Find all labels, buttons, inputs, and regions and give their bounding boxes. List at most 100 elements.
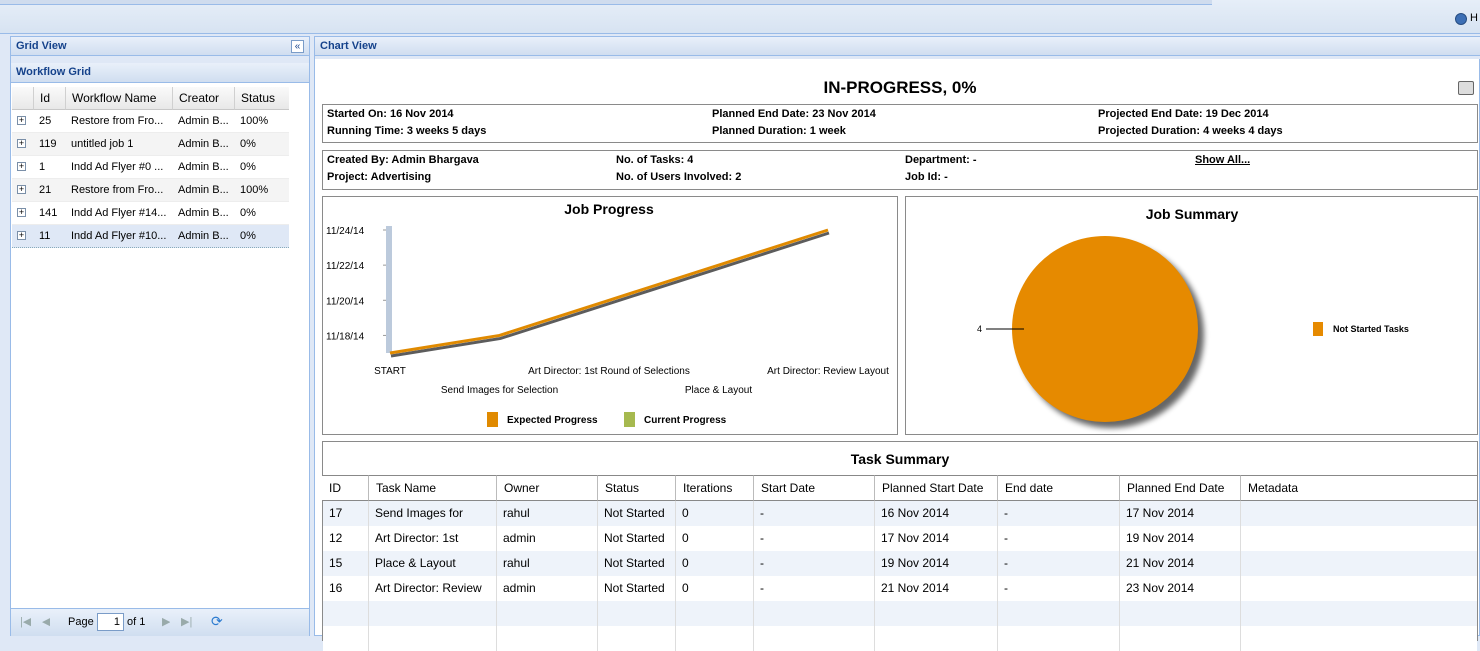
- pager-first[interactable]: |◀: [20, 616, 32, 628]
- top-bar: [0, 0, 1480, 34]
- table-cell: -: [1004, 531, 1008, 545]
- y-tick-label: 11/22/14: [326, 261, 365, 272]
- expand-icon[interactable]: +: [17, 185, 26, 194]
- expand-icon[interactable]: +: [17, 139, 26, 148]
- pager-last[interactable]: ▶|: [181, 616, 193, 628]
- table-divider: [1119, 526, 1120, 551]
- grid-cell: Indd Ad Flyer #0 ...: [71, 161, 164, 173]
- help-label[interactable]: H: [1470, 12, 1478, 24]
- table-header: Start Date: [753, 475, 874, 501]
- table-divider: [368, 501, 369, 526]
- table-cell: 0: [682, 556, 689, 570]
- table-header: Planned Start Date: [874, 475, 997, 501]
- table-divider: [496, 576, 497, 601]
- page-input[interactable]: 1: [97, 613, 124, 631]
- table-divider: [496, 501, 497, 526]
- expand-icon[interactable]: +: [17, 208, 26, 217]
- grid-cell: 119: [39, 138, 57, 150]
- table-row: [323, 501, 1477, 526]
- grid-cell: untitled job 1: [71, 138, 134, 150]
- expand-icon[interactable]: +: [17, 116, 26, 125]
- table-divider: [368, 526, 369, 551]
- x-tick-label: Art Director: 1st Round of Selections: [528, 366, 690, 377]
- table-divider: [1240, 576, 1241, 601]
- table-divider: [874, 526, 875, 551]
- grid-cell: 100%: [240, 184, 269, 196]
- grid-cell: 11: [39, 230, 51, 242]
- y-tick-label: 11/20/14: [326, 296, 365, 307]
- grid-cell: Restore from Fro...: [71, 115, 164, 127]
- table-cell: 21 Nov 2014: [1126, 556, 1195, 570]
- axis-band: [386, 226, 392, 353]
- x-tick-label: START: [374, 366, 406, 377]
- show-all-link[interactable]: Show All...: [1195, 154, 1251, 166]
- table-row: [323, 576, 1477, 601]
- table-cell: 17 Nov 2014: [881, 531, 950, 545]
- legend-swatch: [624, 412, 635, 427]
- workflow-grid-header: Workflow Grid: [11, 63, 309, 83]
- grid-cell: Admin B...: [178, 207, 229, 219]
- grid-row[interactable]: [12, 110, 289, 133]
- table-cell: -: [760, 506, 764, 520]
- status-heading: IN-PROGRESS, 0%: [823, 78, 977, 97]
- detail-field: No. of Users Involved: 2: [616, 171, 742, 183]
- table-divider: [675, 551, 676, 576]
- grid-row[interactable]: [12, 133, 289, 156]
- table-divider: [874, 601, 875, 626]
- table-cell: Not Started: [604, 581, 665, 595]
- print-icon[interactable]: [1458, 81, 1474, 95]
- refresh[interactable]: ⟳: [211, 613, 223, 629]
- help-icon[interactable]: [1455, 13, 1467, 25]
- legend-label: Expected Progress: [507, 415, 598, 426]
- pager-next[interactable]: ▶: [162, 616, 171, 628]
- table-cell: 0: [682, 531, 689, 545]
- grid-row[interactable]: [12, 156, 289, 179]
- table-divider: [1240, 501, 1241, 526]
- expand-icon[interactable]: +: [17, 231, 26, 240]
- panel-gap: [11, 56, 309, 63]
- grid-cell: 21: [39, 184, 52, 196]
- table-divider: [368, 576, 369, 601]
- table-cell: 19 Nov 2014: [1126, 531, 1195, 545]
- table-divider: [997, 551, 998, 576]
- collapse-button[interactable]: «: [291, 40, 304, 53]
- table-row: [323, 601, 1477, 626]
- legend-label: Current Progress: [644, 415, 727, 426]
- table-divider: [368, 626, 369, 651]
- expand-icon[interactable]: +: [17, 162, 26, 171]
- table-header: Task Name: [368, 475, 496, 501]
- column-header: Creator: [172, 87, 234, 110]
- grid-row[interactable]: [12, 225, 289, 248]
- grid-cell: 0%: [240, 138, 256, 150]
- table-divider: [1240, 601, 1241, 626]
- table-cell: Not Started: [604, 531, 665, 545]
- table-divider: [753, 526, 754, 551]
- table-divider: [597, 576, 598, 601]
- table-header: Owner: [496, 475, 597, 501]
- info-field: Running Time: 3 weeks 5 days: [327, 125, 487, 137]
- table-cell: 12: [329, 531, 343, 545]
- table-divider: [1119, 551, 1120, 576]
- grid-row[interactable]: [12, 202, 289, 225]
- table-divider: [368, 551, 369, 576]
- table-divider: [675, 576, 676, 601]
- table-header: End date: [997, 475, 1119, 501]
- detail-field: Job Id: -: [905, 171, 948, 183]
- pager-label: Page: [68, 616, 94, 628]
- table-row: [323, 551, 1477, 576]
- grid-row[interactable]: [12, 179, 289, 202]
- table-cell: 17 Nov 2014: [1126, 506, 1195, 520]
- table-divider: [997, 601, 998, 626]
- job-progress-box: [322, 196, 898, 435]
- table-divider: [874, 576, 875, 601]
- table-divider: [496, 551, 497, 576]
- table-divider: [997, 526, 998, 551]
- table-cell: Place & Layout: [375, 556, 456, 570]
- chart-view-header: Chart View: [315, 37, 1480, 56]
- charts: Job Progress 11/18/14 11/20/14 11/22/14 11/2…: [326, 201, 1409, 428]
- grid-cell: Admin B...: [178, 184, 229, 196]
- table-cell: 0: [682, 506, 689, 520]
- grid-cell: Indd Ad Flyer #14...: [71, 207, 167, 219]
- pager-prev[interactable]: ◀: [42, 616, 51, 628]
